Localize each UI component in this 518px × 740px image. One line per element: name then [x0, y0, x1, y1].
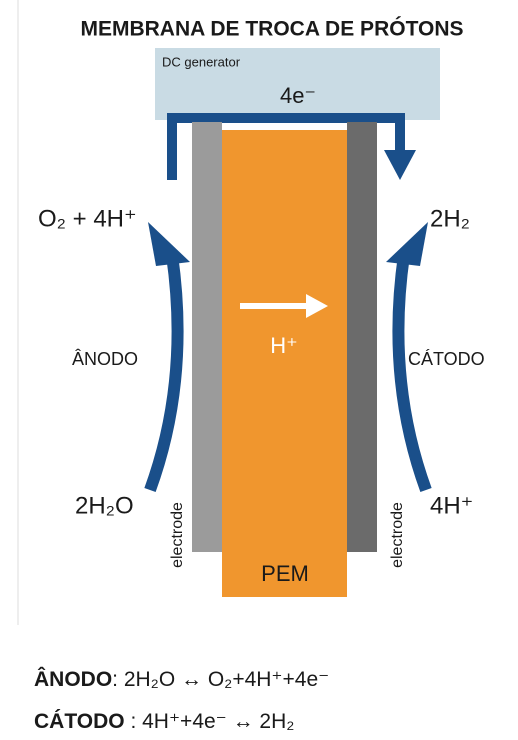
electron-label: 4e⁻: [280, 83, 316, 108]
electron-path: [167, 113, 405, 180]
cathode-electrode-label: electrode: [389, 502, 406, 568]
electron-arrowhead: [384, 150, 416, 180]
ion-arrowhead: [306, 294, 328, 318]
anode-output: O₂ + 4H⁺: [38, 205, 137, 232]
anode-input: 2H₂O: [75, 492, 134, 519]
anode-arrowhead: [148, 222, 190, 266]
equation-label: ÂNODO: [34, 667, 112, 691]
anode-electrode: [192, 122, 222, 552]
equation: ÂNODO: 2H₂O ↔ O₂+4H⁺+4e⁻: [34, 667, 329, 691]
pem-label: PEM: [261, 561, 309, 586]
cathode-arrow: [392, 254, 432, 493]
cathode-arrowhead: [386, 222, 428, 266]
ion-label: H⁺: [270, 333, 298, 358]
cathode-label: CÁTODO: [408, 349, 485, 369]
title: MEMBRANA DE TROCA DE PRÓTONS: [80, 17, 463, 41]
generator-label: DC generator: [162, 54, 241, 69]
generator-box: [155, 48, 440, 120]
anode-arrow: [144, 254, 184, 493]
cathode-output: 2H₂: [430, 205, 470, 232]
equation-text: : 2H₂O ↔ O₂+4H⁺+4e⁻: [112, 668, 329, 691]
pem: [222, 130, 347, 597]
equation-label: CÁTODO: [34, 710, 125, 733]
cathode-input: 4H⁺: [430, 492, 473, 519]
anode-electrode-label: electrode: [169, 502, 186, 568]
equation-text: : 4H⁺+4e⁻ ↔ 2H₂: [125, 710, 295, 733]
anode-label: ÂNODO: [72, 349, 138, 369]
cathode-electrode: [347, 122, 377, 552]
equation: CÁTODO : 4H⁺+4e⁻ ↔ 2H₂: [34, 710, 294, 733]
